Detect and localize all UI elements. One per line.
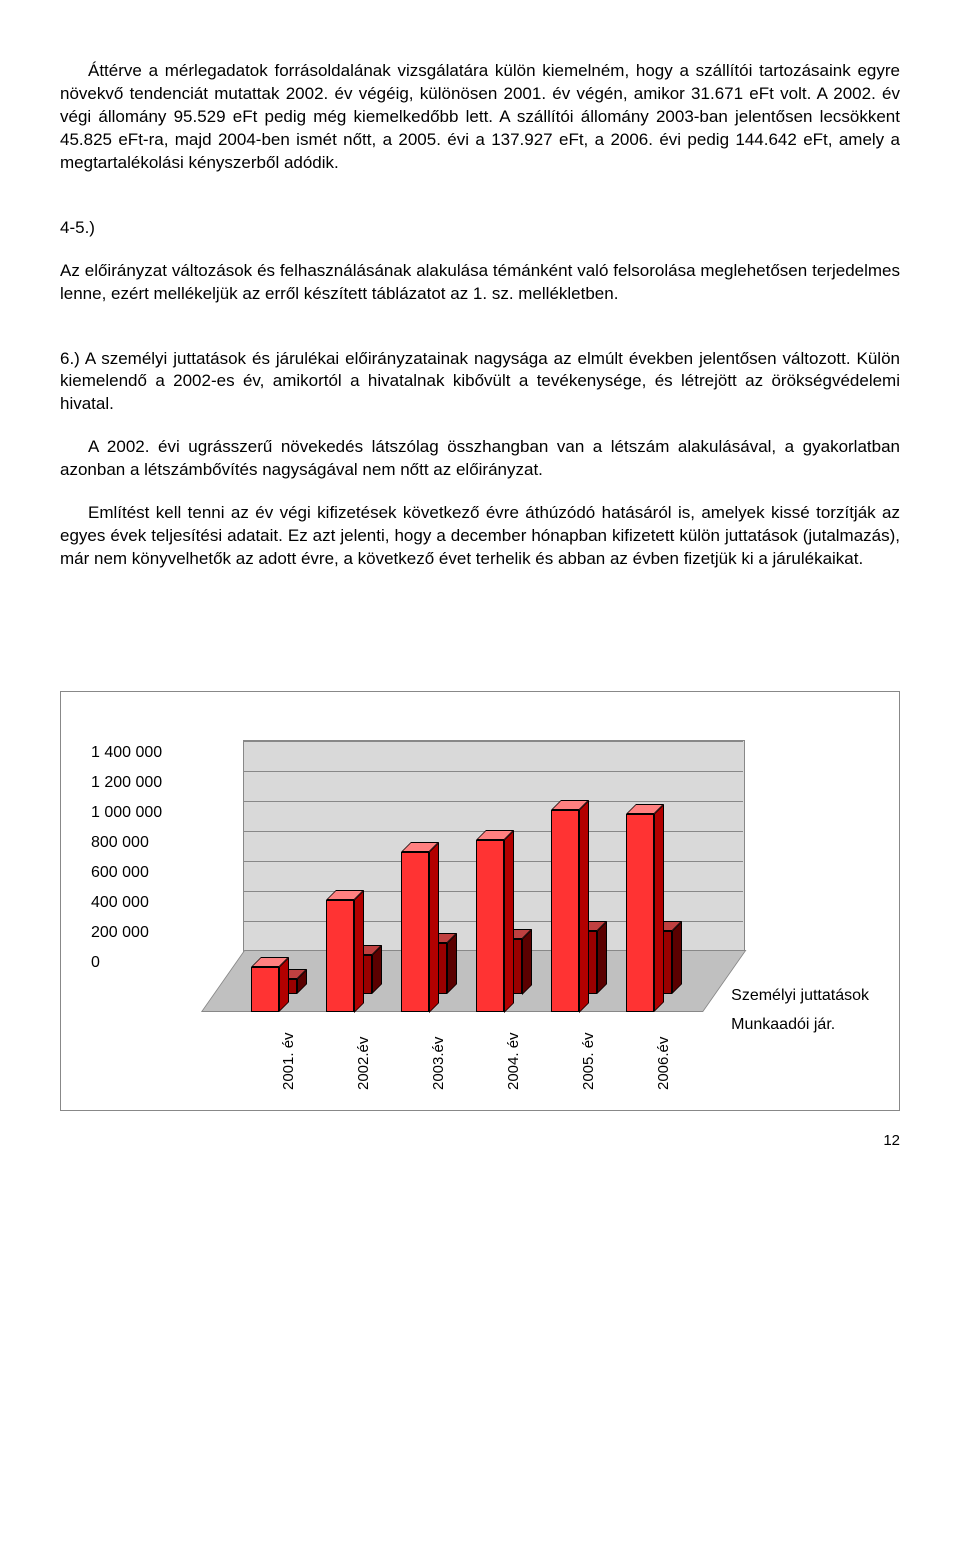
legend-item-1: Személyi juttatások	[731, 982, 869, 1011]
bar-chart-3d: 1 400 000 1 200 000 1 000 000 800 000 60…	[60, 691, 900, 1111]
paragraph-2-heading: 4-5.)	[60, 217, 900, 240]
xtick-5: 2006.év	[654, 1037, 674, 1090]
x-axis-labels: 2001. év 2002.év 2003.év 2004. év 2005. …	[201, 1012, 701, 1092]
page-number: 12	[60, 1131, 900, 1151]
ytick-1: 200 000	[91, 922, 149, 944]
paragraph-2-body: Az előirányzat változások és felhasználá…	[60, 260, 900, 306]
y-axis-labels: 1 400 000 1 200 000 1 000 000 800 000 60…	[91, 742, 191, 982]
xtick-0: 2001. év	[279, 1032, 299, 1090]
ytick-7: 1 400 000	[91, 742, 162, 764]
xtick-4: 2005. év	[579, 1032, 599, 1090]
ytick-6: 1 200 000	[91, 772, 162, 794]
xtick-2: 2003.év	[429, 1037, 449, 1090]
xtick-1: 2002.év	[354, 1037, 374, 1090]
ytick-0: 0	[91, 952, 100, 974]
ytick-3: 600 000	[91, 862, 149, 884]
paragraph-5: Említést kell tenni az év végi kifizetés…	[60, 502, 900, 571]
xtick-3: 2004. év	[504, 1032, 524, 1090]
plot-3d-container	[201, 742, 701, 1042]
ytick-5: 1 000 000	[91, 802, 162, 824]
paragraph-1: Áttérve a mérlegadatok forrásoldalának v…	[60, 60, 900, 175]
legend-item-2: Munkaadói jár.	[731, 1011, 869, 1040]
bars-container	[201, 742, 701, 1012]
ytick-4: 800 000	[91, 832, 149, 854]
chart-legend: Személyi juttatások Munkaadói jár.	[731, 982, 869, 1040]
paragraph-4: A 2002. évi ugrásszerű növekedés látszól…	[60, 436, 900, 482]
ytick-2: 400 000	[91, 892, 149, 914]
paragraph-3: 6.) A személyi juttatások és járulékai e…	[60, 348, 900, 417]
